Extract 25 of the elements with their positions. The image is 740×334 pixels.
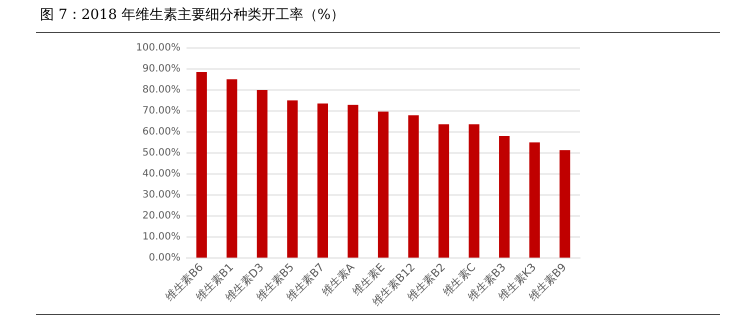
y-tick-label: 90.00% bbox=[142, 64, 180, 75]
chart-title: 图 7：2018 年维生素主要细分种类开工率（%） bbox=[40, 6, 345, 24]
y-tick-label: 40.00% bbox=[142, 168, 180, 180]
bar bbox=[317, 103, 328, 258]
bar bbox=[438, 124, 450, 258]
bar bbox=[348, 104, 358, 258]
y-tick-label: 70.00% bbox=[142, 106, 180, 117]
y-tick-label: 0.00% bbox=[148, 252, 180, 264]
y-tick-label: 20.00% bbox=[142, 210, 180, 222]
y-tick-label: 100.00% bbox=[136, 42, 180, 54]
y-tick-label: 50.00% bbox=[142, 148, 180, 159]
y-tick-label: 10.00% bbox=[142, 232, 180, 243]
y-tick-label: 60.00% bbox=[142, 126, 180, 138]
bar bbox=[468, 124, 480, 258]
bar bbox=[226, 79, 238, 258]
bar bbox=[560, 150, 570, 258]
y-tick-label: 30.00% bbox=[142, 190, 180, 201]
bar bbox=[378, 112, 389, 258]
bar bbox=[529, 142, 540, 258]
bar bbox=[196, 72, 207, 258]
bar bbox=[256, 90, 268, 258]
y-tick-label: 80.00% bbox=[142, 84, 180, 96]
bar bbox=[408, 115, 419, 258]
bar bbox=[287, 100, 298, 258]
bar bbox=[499, 136, 510, 258]
